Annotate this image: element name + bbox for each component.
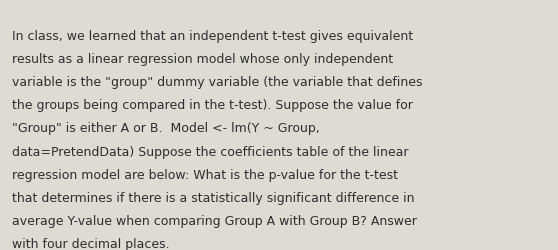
Text: with four decimal places.: with four decimal places.: [12, 237, 170, 250]
Text: In class, we learned that an independent t-test gives equivalent: In class, we learned that an independent…: [12, 30, 413, 43]
Text: results as a linear regression model whose only independent: results as a linear regression model who…: [12, 53, 393, 66]
Text: "Group" is either A or B.  Model <- lm(Y ~ Group,: "Group" is either A or B. Model <- lm(Y …: [12, 122, 320, 135]
Text: the groups being compared in the t-test). Suppose the value for: the groups being compared in the t-test)…: [12, 99, 413, 112]
Text: average Y-value when comparing Group A with Group B? Answer: average Y-value when comparing Group A w…: [12, 214, 417, 227]
Text: variable is the "group" dummy variable (the variable that defines: variable is the "group" dummy variable (…: [12, 76, 423, 89]
Text: data=PretendData) Suppose the coefficients table of the linear: data=PretendData) Suppose the coefficien…: [12, 145, 409, 158]
Text: that determines if there is a statistically significant difference in: that determines if there is a statistica…: [12, 191, 415, 204]
Text: regression model are below: What is the p-value for the t-test: regression model are below: What is the …: [12, 168, 398, 181]
